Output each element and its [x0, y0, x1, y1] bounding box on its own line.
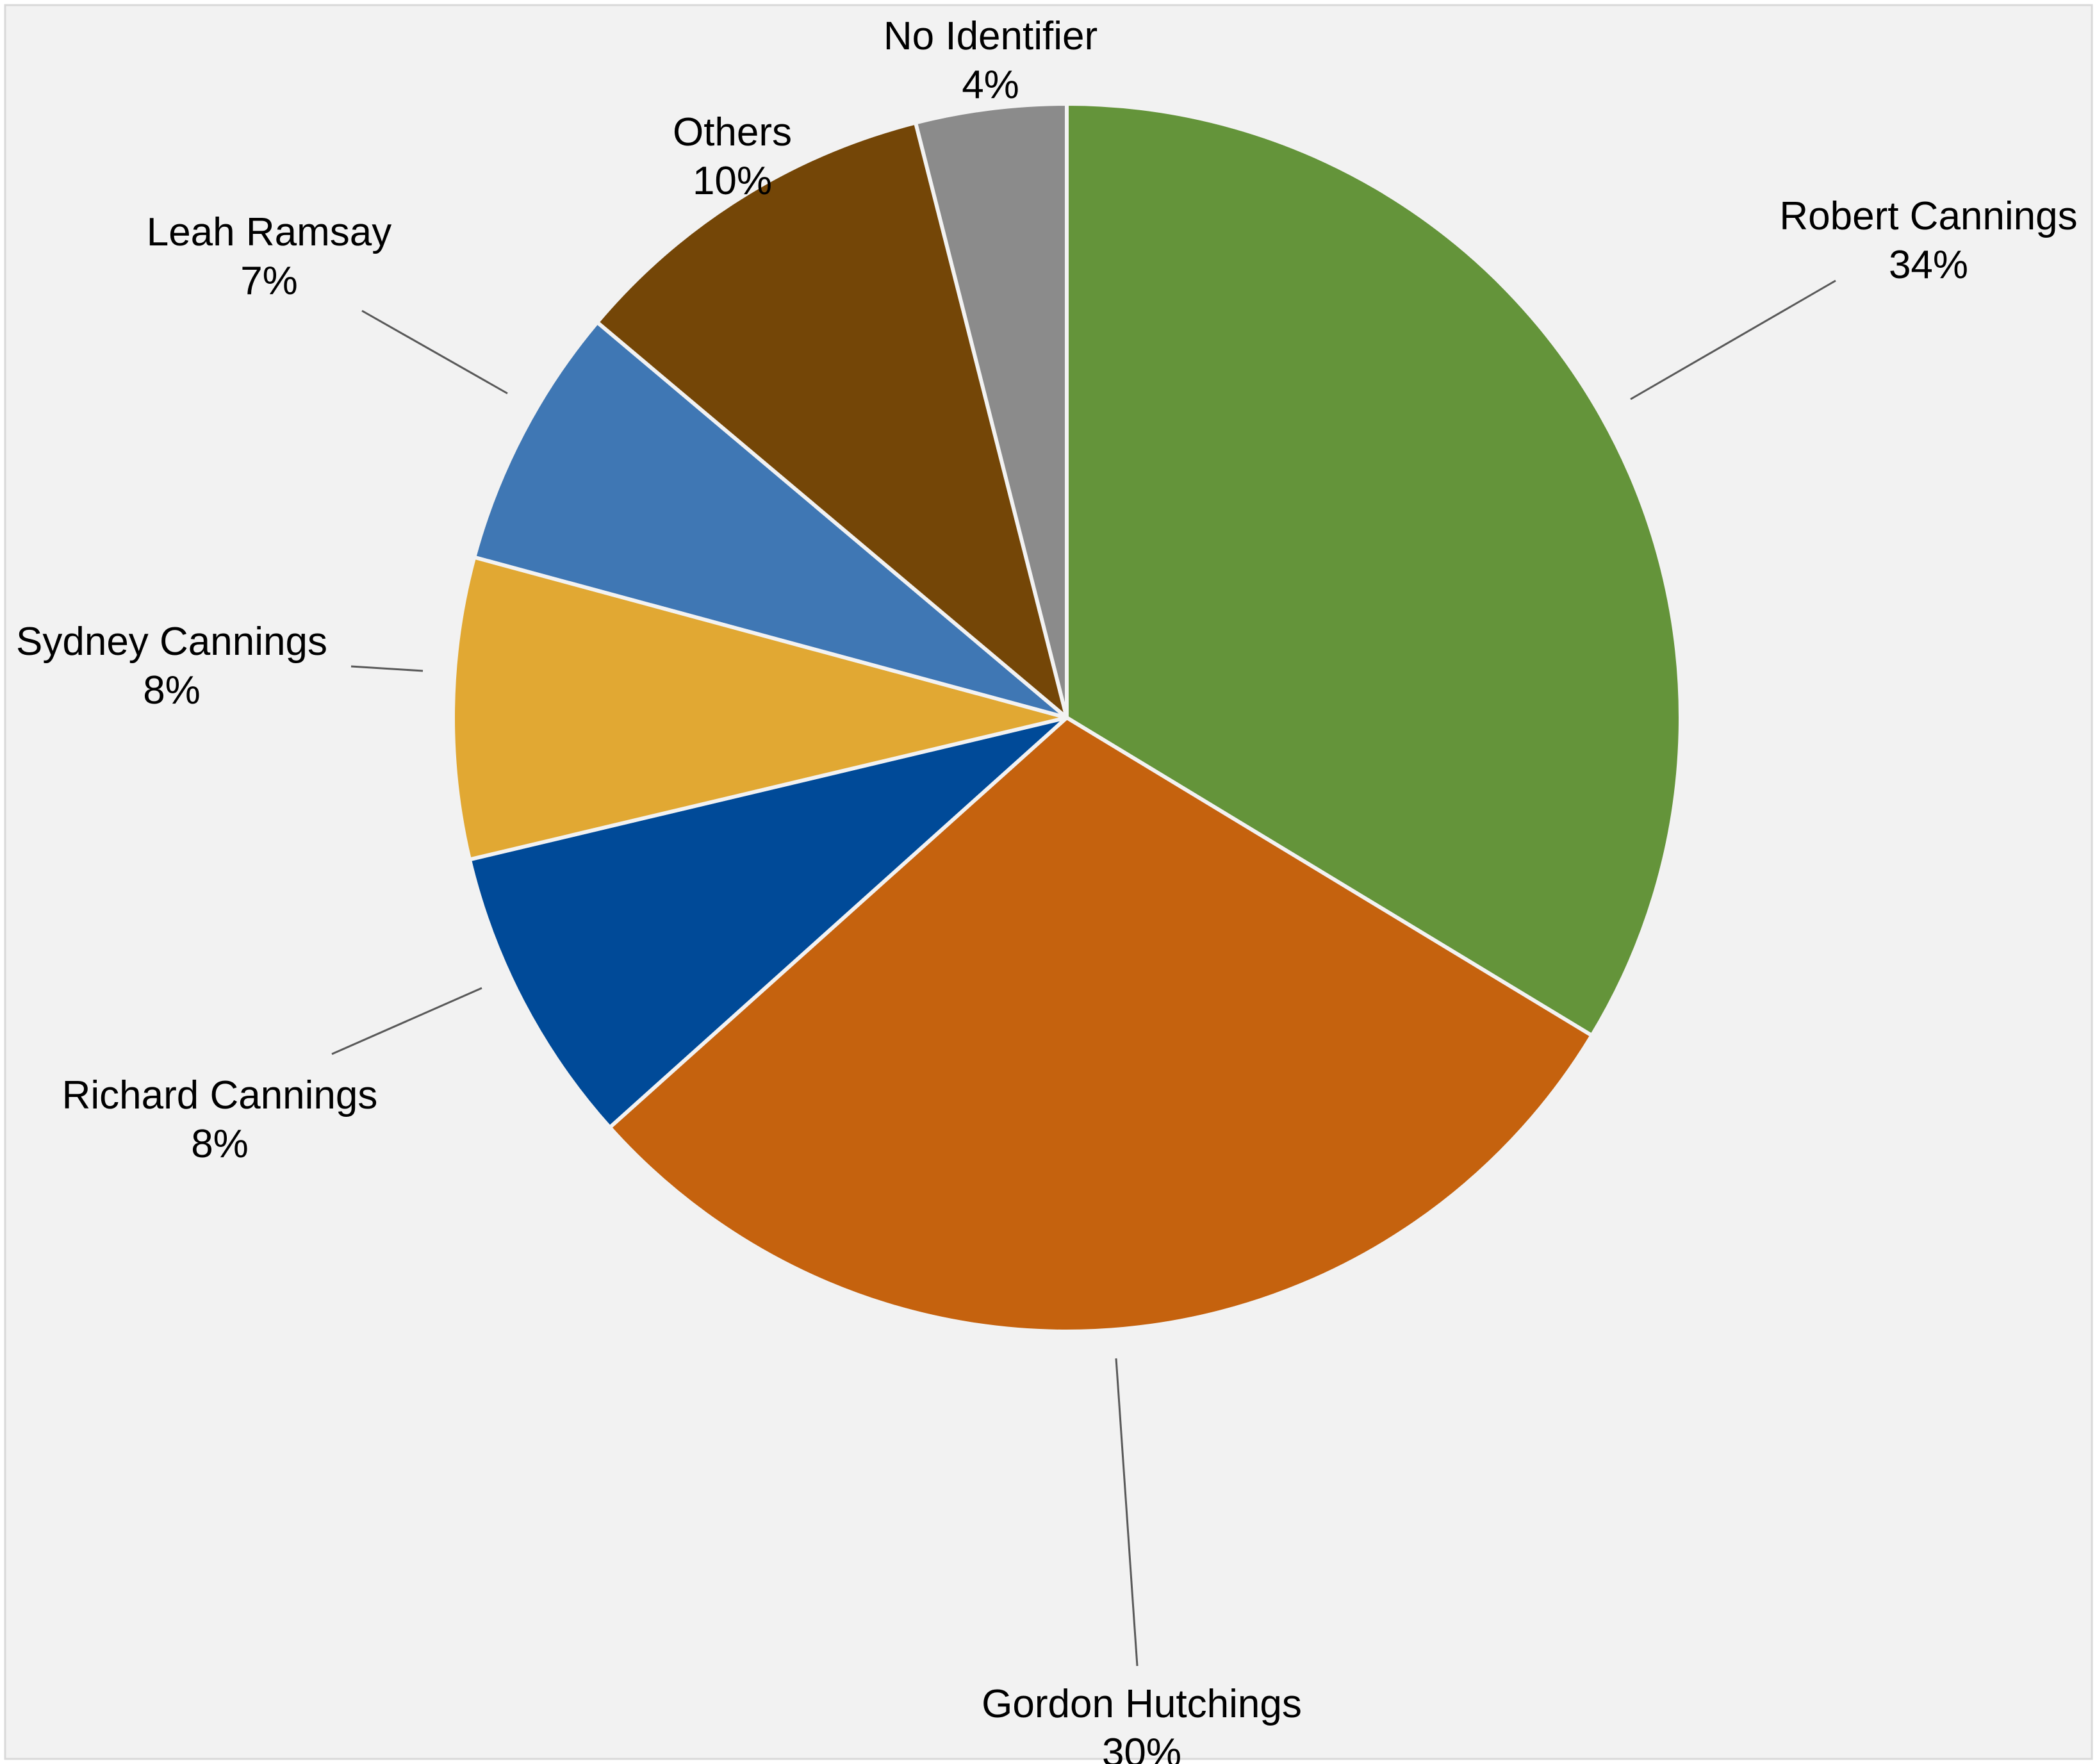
- slice-value-others: 10%: [693, 159, 772, 203]
- pie-slices: [451, 102, 1682, 1333]
- slice-label-sydney-cannings: Sydney Cannings: [16, 620, 327, 664]
- leader-line-sydney-cannings: [350, 665, 424, 672]
- slice-gordon-hutchings: [607, 716, 1594, 1333]
- slice-robert-cannings: [1065, 102, 1682, 1038]
- slice-value-no-identifier: 4%: [962, 63, 1019, 107]
- slice-value-richard-cannings: 8%: [191, 1122, 249, 1166]
- slice-leah-ramsay: [472, 320, 1069, 720]
- slice-label-richard-cannings: Richard Cannings: [62, 1073, 378, 1117]
- slice-label-robert-cannings: Robert Cannings: [1779, 194, 2077, 238]
- slice-richard-cannings: [467, 716, 1069, 1130]
- slice-label-leah-ramsay: Leah Ramsay: [147, 210, 392, 254]
- slice-value-sydney-cannings: 8%: [143, 668, 201, 713]
- slice-label-others: Others: [673, 110, 792, 154]
- leader-lines: [331, 279, 1836, 1667]
- slice-labels: Robert Cannings 34% Gordon Hutchings 30% Ric…: [16, 14, 2078, 1764]
- slice-label-no-identifier: No Identifier: [884, 14, 1098, 58]
- leader-line-leah-ramsay: [361, 309, 508, 395]
- slice-sydney-cannings: [451, 555, 1069, 862]
- slice-label-gordon-hutchings: Gordon Hutchings: [982, 1682, 1302, 1726]
- slice-value-robert-cannings: 34%: [1889, 243, 1968, 287]
- leader-line-gordon-hutchings: [1115, 1358, 1139, 1667]
- leader-line-richard-cannings: [331, 987, 482, 1055]
- slice-others: [595, 120, 1069, 720]
- leader-line-robert-cannings: [1630, 279, 1836, 400]
- slice-no-identifier: [914, 102, 1069, 720]
- slice-value-gordon-hutchings: 30%: [1102, 1731, 1181, 1764]
- slice-value-leah-ramsay: 7%: [240, 259, 298, 303]
